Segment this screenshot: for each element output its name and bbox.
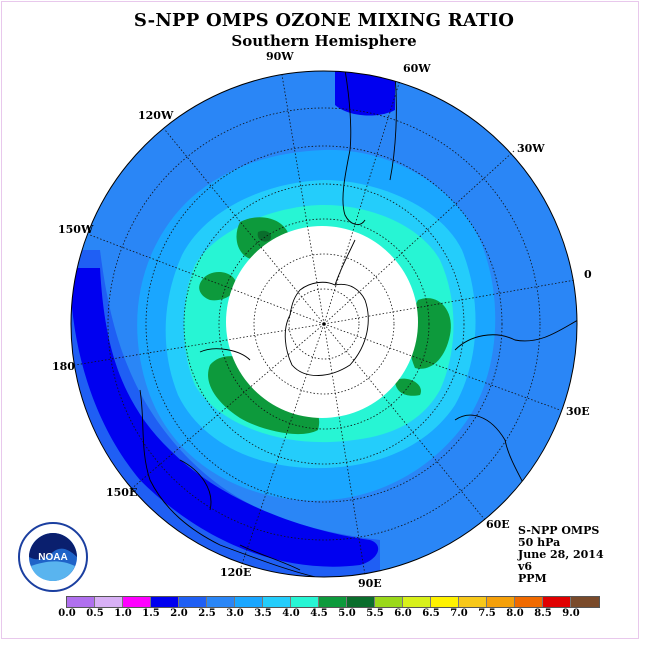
lon-label-30w: 30W bbox=[517, 142, 545, 155]
colorbar-tick-label: 7.5 bbox=[478, 608, 496, 619]
lon-label-120e: 120E bbox=[220, 566, 252, 579]
coastlines bbox=[139, 71, 577, 577]
colorbar-tick-label: 3.0 bbox=[226, 608, 244, 619]
colorbar-swatch bbox=[571, 597, 599, 607]
colorbar-swatch bbox=[375, 597, 403, 607]
colorbar-tick-label: 4.5 bbox=[310, 608, 328, 619]
colorbar-swatch bbox=[515, 597, 543, 607]
lon-label-120w: 120W bbox=[138, 109, 174, 122]
field-4-5-b bbox=[199, 271, 237, 301]
lon-label-180: 180 bbox=[52, 360, 75, 373]
colorbar-swatch bbox=[179, 597, 207, 607]
figure-subtitle: Southern Hemisphere bbox=[231, 32, 417, 50]
colorbar-tick-label: 3.5 bbox=[254, 608, 272, 619]
colorbar-tick-label: 7.0 bbox=[450, 608, 468, 619]
info-version: v6 bbox=[518, 560, 533, 573]
colorbar-tick-label: 8.0 bbox=[506, 608, 524, 619]
field-1-5-north bbox=[335, 71, 395, 116]
colorbar-tick-label: 2.5 bbox=[198, 608, 216, 619]
field-4-5-c bbox=[408, 298, 451, 369]
colorbar-swatch bbox=[67, 597, 95, 607]
colorbar-tick-label: 5.5 bbox=[366, 608, 384, 619]
colorbar-swatch bbox=[487, 597, 515, 607]
colorbar-swatch bbox=[403, 597, 431, 607]
colorbar-swatch bbox=[263, 597, 291, 607]
colorbar-swatch bbox=[319, 597, 347, 607]
colorbar-swatch bbox=[235, 597, 263, 607]
colorbar-swatch bbox=[151, 597, 179, 607]
info-instrument: S-NPP OMPS bbox=[518, 524, 600, 537]
colorbar-swatch bbox=[459, 597, 487, 607]
info-date: June 28, 2014 bbox=[518, 548, 604, 561]
colorbar-swatch bbox=[431, 597, 459, 607]
lon-label-150w: 150W bbox=[58, 223, 94, 236]
colorbar-tick-label: 1.5 bbox=[142, 608, 160, 619]
figure-title: S-NPP OMPS OZONE MIXING RATIO bbox=[133, 10, 515, 31]
lon-label-90w: 90W bbox=[266, 50, 294, 63]
colorbar-swatch bbox=[543, 597, 571, 607]
info-units: PPM bbox=[518, 572, 547, 585]
noaa-logo: NOAA bbox=[18, 522, 88, 592]
colorbar-tick-label: 6.5 bbox=[422, 608, 440, 619]
colorbar-swatch bbox=[291, 597, 319, 607]
map-boundary bbox=[70, 70, 578, 578]
figure-frame bbox=[1, 1, 639, 639]
colorbar-tick-label: 5.0 bbox=[338, 608, 356, 619]
colorbar-swatch bbox=[123, 597, 151, 607]
lon-label-60e: 60E bbox=[486, 518, 510, 531]
colorbar-swatch bbox=[207, 597, 235, 607]
colorbar-tick-label: 0.5 bbox=[86, 608, 104, 619]
no-data-disk bbox=[226, 226, 418, 418]
colorbar-swatch bbox=[95, 597, 123, 607]
graticule bbox=[74, 74, 576, 576]
colorbar-tick-label: 9.0 bbox=[562, 608, 580, 619]
lon-label-30e: 30E bbox=[566, 405, 590, 418]
lon-label-0: 0 bbox=[584, 268, 592, 281]
colorbar-swatch bbox=[347, 597, 375, 607]
colorbar-tick-label: 2.0 bbox=[170, 608, 188, 619]
colorbar-tick-label: 4.0 bbox=[282, 608, 300, 619]
lon-label-90e: 90E bbox=[358, 577, 382, 590]
field-1-5-west bbox=[71, 268, 379, 567]
lon-label-150e: 150E bbox=[106, 486, 138, 499]
colorbar-labels: 0.0 0.5 1.0 1.5 2.0 2.5 3.0 3.5 4.0 4.5 5.0 5.5 6.0 6… bbox=[0, 608, 648, 622]
logo-text: NOAA bbox=[38, 552, 67, 563]
colorbar-tick-label: 1.0 bbox=[114, 608, 132, 619]
colorbar-tick-label: 6.0 bbox=[394, 608, 412, 619]
lon-label-60w: 60W bbox=[403, 62, 431, 75]
field-5-0 bbox=[257, 230, 272, 242]
info-block: S-NPP OMPS 50 hPa June 28, 2014 v6 PPM bbox=[518, 525, 604, 585]
colorbar bbox=[66, 596, 600, 608]
south-pole-marker bbox=[322, 322, 326, 326]
info-level: 50 hPa bbox=[518, 536, 561, 549]
colorbar-tick-label: 8.5 bbox=[534, 608, 552, 619]
colorbar-tick-label: 0.0 bbox=[58, 608, 76, 619]
